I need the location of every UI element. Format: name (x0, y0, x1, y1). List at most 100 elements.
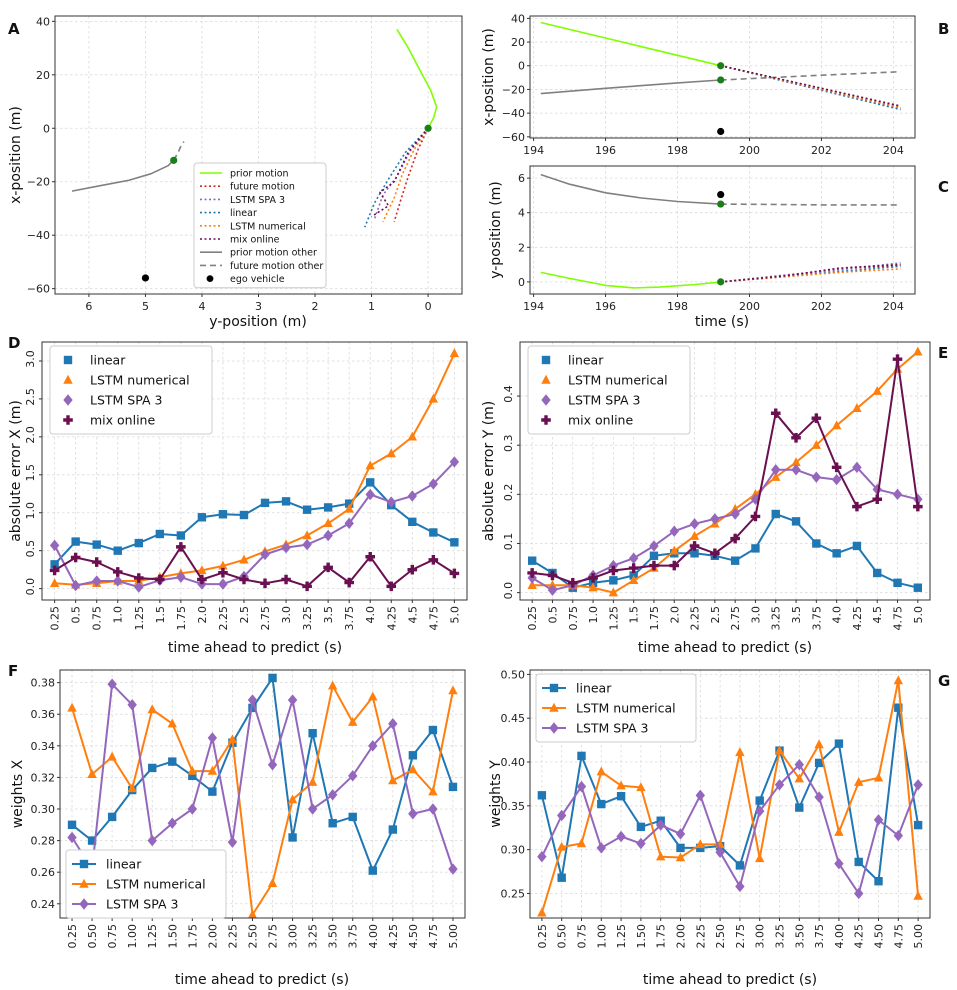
data-point-lstm-numerical (428, 786, 438, 796)
x-tick-label: 4 (198, 300, 205, 313)
x-tick-label: 198 (667, 144, 688, 157)
series-prior-motion-b (540, 21, 721, 67)
series-line-prior-motion-other (540, 173, 721, 205)
point-current-position-other (170, 156, 178, 164)
x-tick-label: 1.75 (648, 606, 661, 631)
data-point-linear (854, 857, 863, 867)
data-point-lstm-spa-3 (794, 758, 805, 771)
data-point-lstm-spa-3 (689, 518, 700, 530)
x-tick-label: 4.50 (407, 924, 420, 949)
data-point-mix-online (386, 581, 397, 592)
legend-label: LSTM numerical (106, 877, 206, 892)
x-tick-label: 2.50 (246, 924, 259, 949)
data-point-mix-online (689, 541, 700, 551)
series-line-lstm-spa-3 (531, 466, 919, 592)
x-tick-label: 4.75 (892, 924, 905, 949)
legend-item-lstm-numerical: LSTM numerical (72, 877, 206, 892)
data-point-lstm-spa-3 (127, 699, 137, 711)
data-point-lstm-spa-3 (449, 456, 460, 468)
data-point-linear (107, 812, 117, 822)
legend-item-mix-online: mix online (200, 235, 280, 246)
data-point-linear (302, 505, 312, 514)
legend-marker-mix-online (541, 415, 551, 425)
x-tick-label: 5.0 (448, 606, 461, 624)
y-axis-label: y-position (m) (488, 181, 504, 279)
plot-area-g (537, 675, 923, 917)
grid-c (530, 166, 915, 294)
legend-box (49, 345, 213, 435)
data-point-lstm-spa-3 (247, 694, 258, 706)
data-point-mix-online (852, 501, 862, 512)
data-point-lstm-numerical (695, 839, 705, 849)
data-point-mix-online (239, 574, 249, 585)
data-point-linear (730, 556, 740, 565)
data-point-lstm-spa-3 (113, 575, 123, 587)
series-lstm-spa-3-e (527, 461, 923, 596)
x-tick-label: 0.75 (106, 924, 119, 949)
y-tick-label: 0.2 (502, 484, 515, 502)
data-point-linear (450, 538, 459, 547)
legend-marker-mix-online (63, 415, 73, 425)
data-point-lstm-spa-3 (576, 780, 587, 793)
series-line-lstm-spa-3 (71, 683, 454, 870)
axes-frame-b (529, 15, 916, 139)
data-point-mix-online (281, 574, 291, 585)
legend-item-linear: linear (72, 857, 142, 872)
y-tick-label: 40 (511, 12, 525, 25)
y-tick-label: 0.35 (501, 800, 526, 813)
data-point-lstm-spa-3 (547, 584, 558, 596)
data-point-lstm-spa-3 (596, 842, 606, 854)
series-mix-online-e (527, 354, 923, 588)
x-tick-label: 3.25 (774, 924, 787, 949)
chart-panel-c: 194 196 198 200 202 204 6 4 2 0 time (s) y-position… (488, 165, 949, 330)
data-point-lstm-spa-3 (537, 850, 547, 863)
data-point-linear (893, 578, 902, 587)
data-point-lstm-numerical (852, 403, 862, 413)
data-point-lstm-numerical (608, 587, 619, 597)
data-point-lstm-spa-3 (344, 517, 354, 530)
data-point-lstm-numerical (344, 503, 354, 513)
legend-label: prior motion other (230, 248, 317, 259)
legend-marker-lstm-spa-3 (63, 394, 73, 406)
data-point-lstm-numerical (854, 776, 864, 786)
data-point-lstm-spa-3 (408, 808, 418, 820)
legend-item-lstm-spa-3: LSTM SPA 3 (541, 393, 640, 408)
x-tick-label: 196 (595, 144, 616, 157)
legend-marker-lstm-spa-3 (541, 394, 551, 406)
legend-label: LSTM SPA 3 (576, 721, 648, 736)
plot-area-b (540, 21, 901, 136)
data-point-mix-online (567, 578, 578, 588)
legend-item-lstm-numerical: LSTM numerical (541, 373, 668, 388)
legend-item-mix-online: mix online (63, 413, 155, 428)
data-point-lstm-spa-3 (636, 837, 646, 850)
data-point-lstm-spa-3 (388, 718, 398, 730)
x-tick-label: 1.25 (133, 606, 146, 631)
legend-item-lstm-spa-3: LSTM SPA 3 (200, 195, 285, 206)
series-line-lstm-spa-3 (373, 127, 429, 220)
data-point-linear (428, 725, 438, 735)
data-point-lstm-numerical (774, 745, 785, 755)
data-point-linear (636, 822, 646, 832)
data-point-lstm-spa-3 (49, 539, 60, 552)
data-point-mix-online (176, 542, 186, 552)
axes-frame-e (519, 341, 931, 601)
data-point-linear (755, 796, 764, 805)
series-line-linear (364, 127, 429, 228)
legend-item-prior-motion-other: prior motion other (200, 248, 317, 259)
x-tick-label: 2.75 (259, 606, 272, 631)
data-point-lstm-numerical (771, 471, 781, 481)
series-lstm-numerical-b (720, 64, 901, 109)
data-point-lstm-numerical (794, 773, 805, 783)
x-tick-label: 1.00 (595, 924, 608, 949)
y-tick-label: −20 (502, 83, 525, 96)
data-point-mix-online (649, 560, 659, 571)
legend-item-future-motion: future motion (200, 182, 295, 193)
legend-item-lstm-numerical: LSTM numerical (200, 221, 306, 232)
x-tick-label: 2.25 (226, 924, 239, 949)
data-point-linear (751, 544, 760, 553)
data-point-lstm-spa-3 (218, 578, 228, 590)
x-tick-label: 3.00 (287, 924, 300, 949)
legend-a: prior motion future motion LSTM SPA 3 linea… (193, 162, 327, 289)
legend-box (535, 673, 697, 743)
data-point-mix-online (428, 554, 439, 565)
